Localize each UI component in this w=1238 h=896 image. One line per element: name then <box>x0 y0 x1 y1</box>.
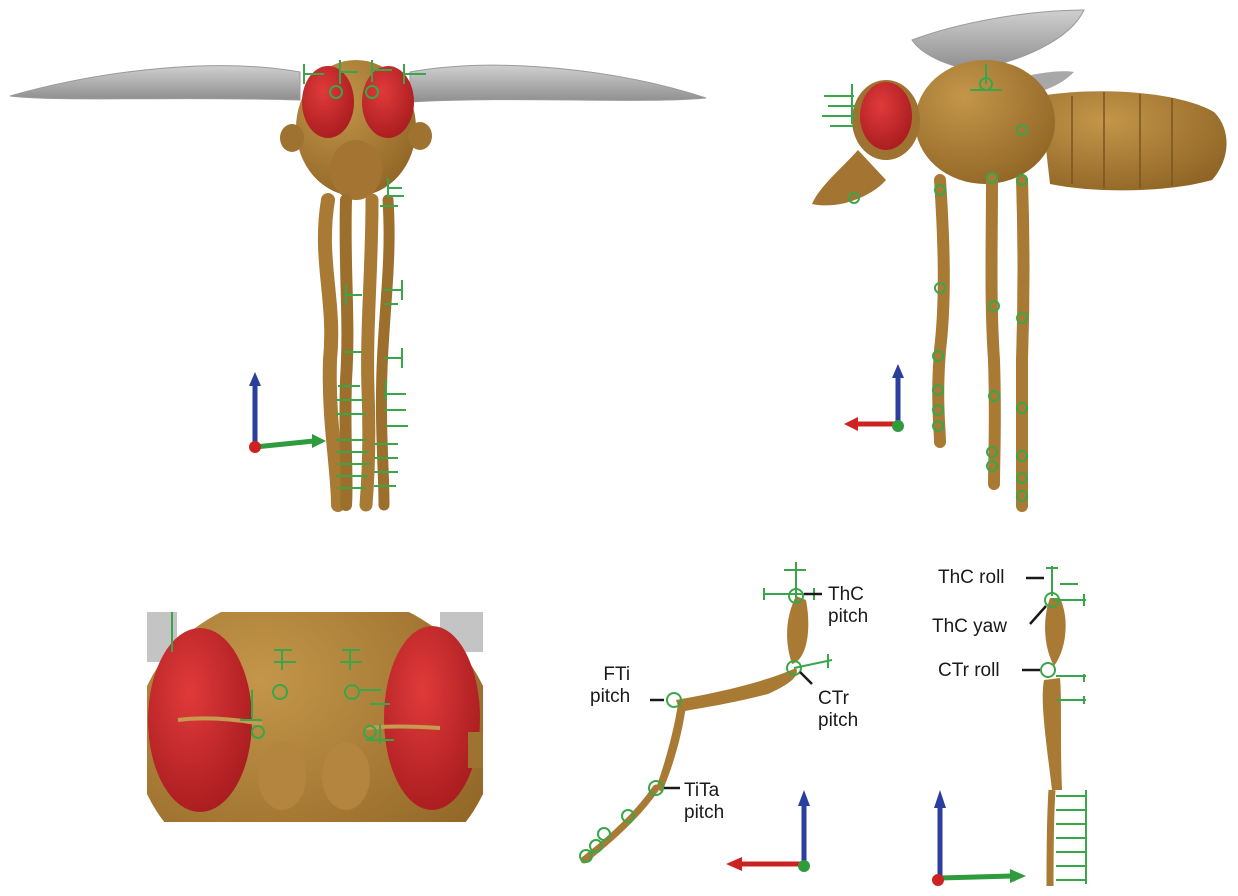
label-thc-pitch: ThC pitch <box>828 584 869 627</box>
side-thorax <box>915 60 1055 184</box>
leg-roll-panel <box>932 566 1087 887</box>
leg-roll-femur <box>1042 678 1062 790</box>
closeup-joint-markers <box>171 612 394 744</box>
closeup-right-arista <box>365 724 441 730</box>
side-eye <box>860 82 912 150</box>
front-proboscis <box>330 140 382 200</box>
leg-roll-coxa <box>1045 598 1066 666</box>
front-view-panel <box>9 60 707 512</box>
leg-roll-tibia <box>1046 789 1056 887</box>
front-leg-4 <box>375 194 395 511</box>
right-wing <box>409 64 707 103</box>
closeup-left-arista <box>177 716 263 726</box>
label-thc-roll: ThC roll <box>938 567 1005 588</box>
closeup-left-antenna <box>258 742 306 810</box>
axis-triad-icon <box>844 364 904 432</box>
front-leg-3 <box>359 193 379 512</box>
label-tita-pitch: TiTa pitch <box>684 780 725 823</box>
label-thc-yaw: ThC yaw <box>932 616 1007 637</box>
closeup-right-eye <box>384 626 480 810</box>
front-left-cheek <box>280 124 304 152</box>
head-closeup-panel <box>147 612 483 822</box>
leg-pitch-panel <box>579 562 833 872</box>
axis-triad-icon <box>726 790 810 872</box>
front-left-eye <box>302 66 354 138</box>
side-abdomen <box>1040 91 1227 191</box>
ctr-pitch-leader <box>799 671 813 685</box>
side-leg-3 <box>1015 174 1030 512</box>
side-proboscis <box>812 150 886 206</box>
leg-pitch-coxa <box>787 596 809 664</box>
front-right-eye <box>362 66 414 138</box>
axis-triad-icon <box>932 790 1026 886</box>
side-view-panel <box>812 9 1227 512</box>
label-fti-pitch: FTi pitch <box>590 664 631 707</box>
front-joint-markers <box>303 60 426 489</box>
axis-triad-icon <box>249 372 326 453</box>
label-ctr-pitch: CTr pitch <box>818 688 859 731</box>
front-leg-2 <box>339 194 354 511</box>
closeup-right-antenna <box>322 742 370 810</box>
left-wing <box>9 65 301 101</box>
label-ctr-roll: CTr roll <box>938 660 1000 681</box>
side-joint-markers <box>822 64 1028 502</box>
leg-pitch-tarsus <box>580 784 660 864</box>
front-leg-1 <box>317 193 345 512</box>
leg-pitch-markers <box>579 562 833 863</box>
side-wing <box>911 9 1085 71</box>
side-leg-1 <box>932 174 950 448</box>
leg-pitch-tibia <box>656 704 686 792</box>
thc-yaw-leader <box>1029 605 1047 625</box>
leg-roll-markers <box>1040 566 1087 884</box>
front-right-cheek <box>408 122 432 150</box>
leg-pitch-femur <box>676 668 797 712</box>
side-leg-2 <box>985 172 1001 490</box>
